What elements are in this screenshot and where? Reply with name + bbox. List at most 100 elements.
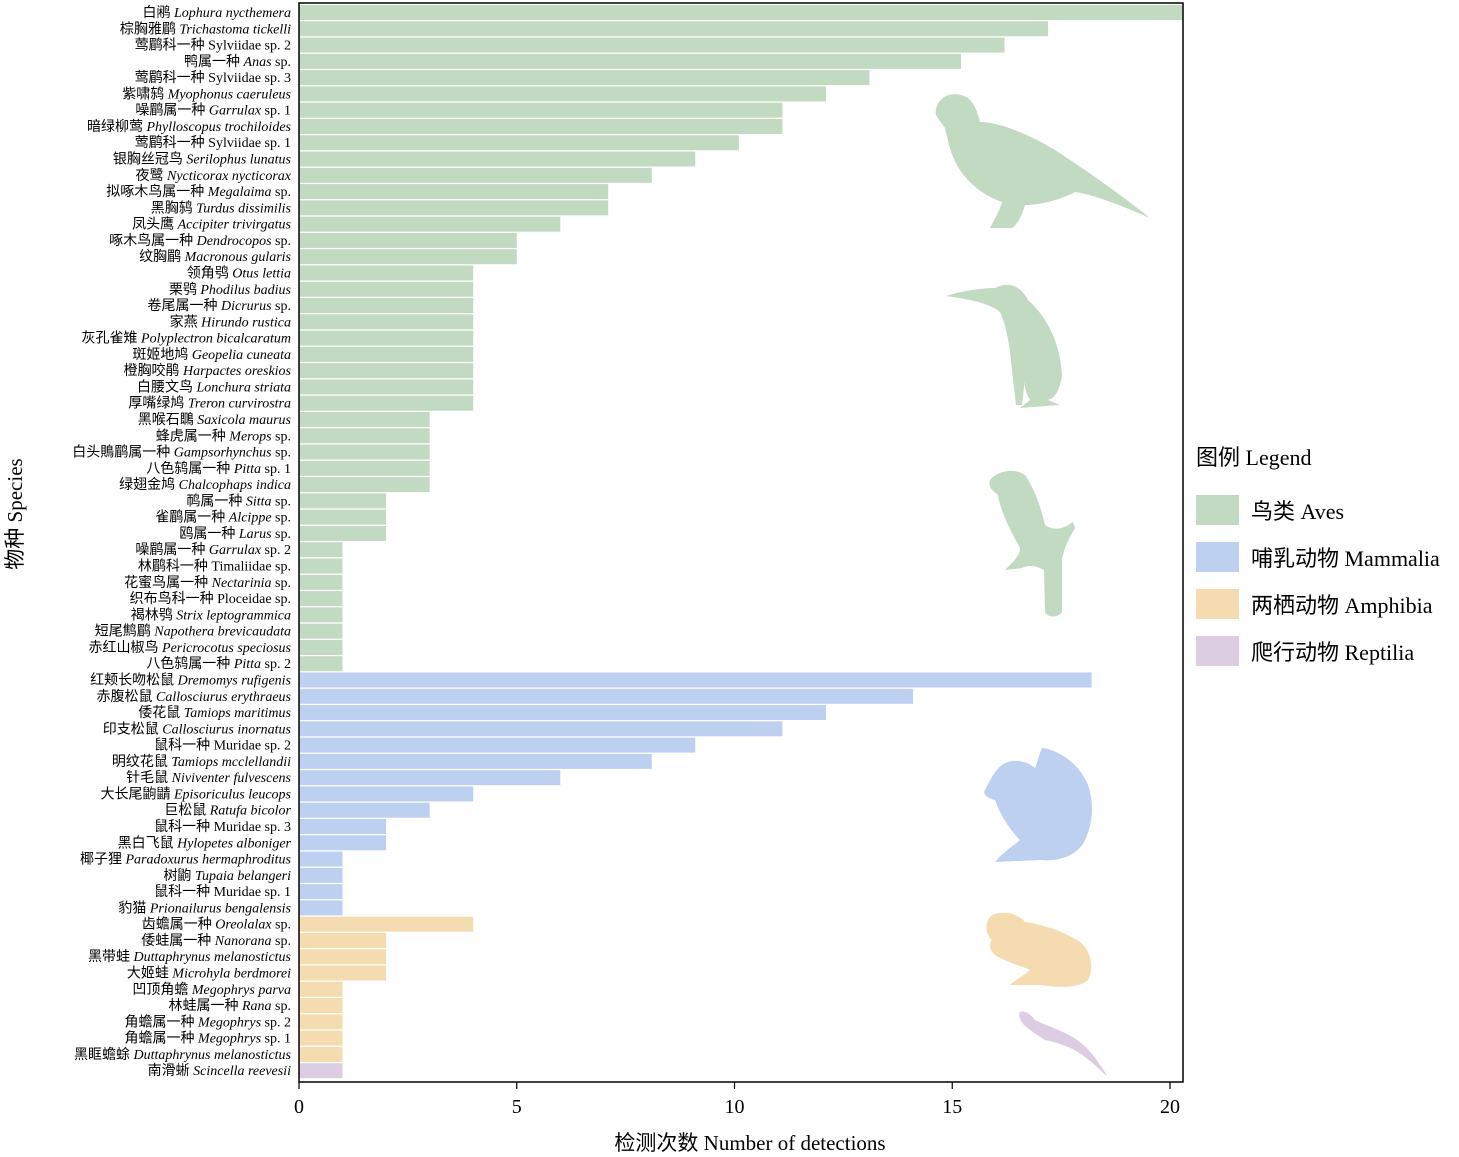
species-label: 雀鹛属一种 Alcippe sp.	[155, 509, 291, 526]
bar-aves	[299, 428, 430, 444]
bar-aves	[299, 200, 609, 216]
bar-aves	[299, 623, 343, 639]
legend-item-reptilia: 爬行动物 Reptilia	[1196, 627, 1440, 674]
bar-aves	[299, 346, 474, 362]
species-label: 黑喉石䳭 Saxicola maurus	[138, 412, 292, 428]
bar-aves	[299, 656, 343, 672]
legend-swatch-mammalia	[1196, 541, 1239, 572]
species-label: 拟啄木鸟属一种 Megalaima sp.	[106, 184, 291, 200]
species-label: 啄木鸟属一种 Dendrocopos sp.	[109, 233, 291, 249]
species-label: 莺鹛科一种 Sylviidae sp. 2	[135, 37, 291, 54]
bar-aves	[299, 412, 430, 427]
species-label: 白头鵙鹛属一种 Gampsorhynchus sp.	[72, 444, 291, 461]
species-label: 大姬蛙 Microhyla berdmorei	[127, 966, 291, 982]
bar-amphibia	[299, 916, 474, 932]
species-label: 齿蟾属一种 Oreolalax sp.	[142, 917, 291, 933]
bar-amphibia	[299, 965, 387, 981]
legend-item-mammalia: 哺乳动物 Mammalia	[1196, 533, 1440, 580]
bar-amphibia	[299, 932, 387, 948]
legend-item-amphibia: 两栖动物 Amphibia	[1196, 580, 1440, 627]
bar-mammalia	[299, 802, 430, 818]
legend-swatch-aves	[1196, 494, 1239, 525]
species-label: 噪鹛属一种 Garrulax sp. 1	[135, 102, 291, 119]
bar-aves	[299, 493, 387, 509]
bar-aves	[299, 460, 430, 476]
species-label: 噪鹛属一种 Garrulax sp. 2	[135, 541, 291, 558]
species-label: 凹顶角蟾 Megophrys parva	[132, 982, 291, 998]
bar-amphibia	[299, 1014, 343, 1030]
bar-aves	[299, 363, 474, 379]
frog-silhouette-icon	[986, 912, 1092, 987]
bar-aves	[299, 135, 739, 151]
species-label: 林蛙属一种 Rana sp.	[168, 998, 291, 1014]
bar-aves	[299, 184, 609, 200]
bar-aves	[299, 607, 343, 623]
species-label: 八色鸫属一种 Pitta sp. 2	[146, 655, 291, 672]
bar-aves	[299, 232, 517, 248]
bar-aves	[299, 542, 343, 558]
bar-amphibia	[299, 981, 343, 997]
legend-swatch-amphibia	[1196, 588, 1239, 619]
squirrel-silhouette-icon	[984, 748, 1092, 862]
species-label: 南滑蜥 Scincella reevesii	[148, 1062, 291, 1079]
species-label: 鼠科一种 Muridae sp. 3	[154, 819, 291, 835]
pheasant-silhouette-icon	[935, 94, 1150, 228]
legend-label-mammalia: 哺乳动物 Mammalia	[1251, 545, 1440, 571]
species-label: 倭蛙属一种 Nanorana sp.	[141, 933, 291, 949]
bar-aves	[299, 314, 474, 330]
bar-aves	[299, 102, 783, 118]
bar-aves	[299, 249, 517, 265]
bar-mammalia	[299, 786, 474, 802]
legend-item-aves: 鸟类 Aves	[1196, 486, 1440, 533]
species-label: 凤头鹰 Accipiter trivirgatus	[132, 217, 291, 233]
bar-mammalia	[299, 672, 1092, 688]
species-label: 紫啸鸫 Myophonus caeruleus	[122, 85, 291, 102]
bar-aves	[299, 558, 343, 574]
bar-aves	[299, 281, 474, 297]
species-label: 棕胸雅鹛 Trichastoma tickelli	[120, 20, 291, 37]
bar-mammalia	[299, 884, 343, 900]
species-label: 红颊长吻松鼠 Dremomys rufigenis	[90, 672, 291, 688]
legend-title: 图例 Legend	[1196, 445, 1312, 470]
bars-layer	[299, 5, 1184, 1079]
species-label: 黑白飞鼠 Hylopetes alboniger	[118, 835, 292, 851]
species-label: 鸥属一种 Larus sp.	[179, 525, 291, 542]
species-label: 暗绿柳莺 Phylloscopus trochiloides	[87, 118, 292, 135]
bar-aves	[299, 265, 474, 281]
perched-bird-silhouette-icon	[989, 470, 1075, 617]
bar-aves	[299, 53, 961, 69]
species-label: 卷尾属一种 Dicrurus sp.	[147, 298, 291, 314]
bar-aves	[299, 330, 474, 346]
species-label: 印支松鼠 Callosciurus inornatus	[103, 721, 292, 737]
species-label: 倭花鼠 Tamiops maritimus	[138, 705, 291, 721]
species-label: 黑带蛙 Duttaphrynus melanostictus	[88, 949, 292, 965]
bar-mammalia	[299, 867, 343, 883]
species-label: 角蟾属一种 Megophrys sp. 2	[125, 1014, 291, 1030]
species-label: 莺鹛科一种 Sylviidae sp. 1	[135, 134, 291, 151]
species-label: 栗鸮 Phodilus badius	[169, 281, 292, 298]
species-label: 莺鹛科一种 Sylviidae sp. 3	[135, 69, 291, 86]
silhouettes-layer	[935, 94, 1150, 1076]
species-label: 白腰文鸟 Lonchura striata	[137, 379, 291, 395]
species-label: 花蜜鸟属一种 Nectarinia sp.	[124, 575, 291, 591]
bar-aves	[299, 509, 387, 525]
species-label: 黑眶蟾蜍 Duttaphrynus melanostictus	[74, 1047, 292, 1063]
bar-aves	[299, 574, 343, 590]
x-axis: 0 5 10 15 20	[294, 1082, 1180, 1118]
species-label: 角蟾属一种 Megophrys sp. 1	[125, 1031, 291, 1047]
bar-amphibia	[299, 949, 387, 965]
y-axis-label: 物种 Species	[3, 458, 27, 570]
bar-aves	[299, 118, 783, 134]
species-label: 椰子狸 Paradoxurus hermaphroditus	[80, 852, 292, 868]
species-label: 黑胸鸫 Turdus dissimilis	[151, 199, 292, 216]
bar-aves	[299, 5, 1184, 20]
bar-aves	[299, 37, 1005, 53]
species-label: 领角鸮 Otus lettia	[187, 264, 291, 281]
legend-swatch-reptilia	[1196, 635, 1239, 666]
species-label: 橙胸咬鹃 Harpactes oreskios	[124, 362, 292, 379]
bar-aves	[299, 395, 474, 411]
bar-mammalia	[299, 770, 561, 786]
species-label: 灰孔雀雉 Polyplectron bicalcaratum	[82, 331, 291, 347]
species-label: 针毛鼠 Niviventer fulvescens	[126, 770, 291, 786]
bar-mammalia	[299, 721, 783, 737]
